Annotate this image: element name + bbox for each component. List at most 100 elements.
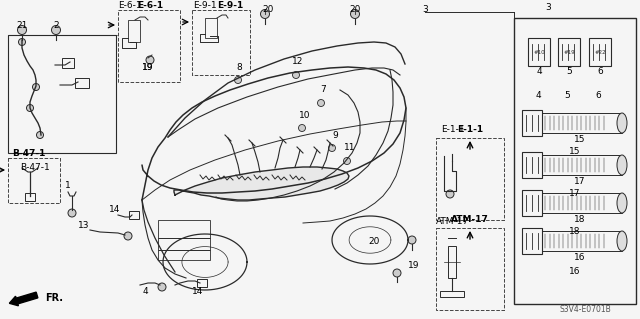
Text: 18: 18 (569, 227, 580, 236)
Bar (205, 18, 217, 38)
Text: 4: 4 (535, 92, 541, 100)
Text: 3: 3 (545, 4, 551, 12)
Text: 5: 5 (564, 92, 570, 100)
Bar (542, 155, 622, 175)
Text: 14: 14 (109, 205, 121, 214)
Text: 17: 17 (574, 177, 586, 187)
Text: E-1-1: E-1-1 (457, 125, 483, 135)
Circle shape (351, 10, 360, 19)
Text: 19: 19 (142, 63, 154, 71)
Bar (62, 58, 74, 68)
Text: E-9-1: E-9-1 (217, 1, 243, 10)
Text: 9: 9 (332, 130, 338, 139)
Text: 8: 8 (236, 63, 242, 71)
Circle shape (446, 190, 454, 198)
Text: 7: 7 (320, 85, 326, 94)
Text: 6: 6 (597, 68, 603, 77)
Circle shape (124, 232, 132, 240)
Bar (75, 78, 89, 88)
Circle shape (344, 158, 351, 165)
Ellipse shape (617, 155, 627, 175)
Bar (542, 231, 622, 251)
Text: 16: 16 (574, 254, 586, 263)
Bar (542, 113, 622, 133)
Text: FR.: FR. (45, 293, 63, 303)
Bar (522, 190, 542, 216)
Text: 1: 1 (65, 181, 71, 189)
Text: E-6-1: E-6-1 (137, 1, 163, 10)
Text: ATM-17: ATM-17 (451, 216, 489, 225)
Text: 6: 6 (595, 92, 601, 100)
Text: 13: 13 (78, 220, 90, 229)
Circle shape (68, 209, 76, 217)
Text: E-1-1: E-1-1 (441, 125, 465, 135)
Text: 20: 20 (349, 5, 361, 14)
Text: 19: 19 (408, 261, 420, 270)
Text: 10: 10 (300, 110, 311, 120)
Polygon shape (174, 167, 349, 200)
Bar (158, 238, 210, 250)
Circle shape (292, 71, 300, 78)
Bar (158, 250, 210, 260)
Bar (589, 38, 611, 66)
Text: 4: 4 (142, 286, 148, 295)
Circle shape (146, 56, 154, 64)
Bar (448, 246, 456, 278)
Bar (542, 193, 622, 213)
Circle shape (17, 26, 26, 34)
Bar (129, 211, 139, 219)
Bar (522, 110, 542, 136)
Bar (436, 228, 504, 310)
Bar (118, 10, 180, 82)
Bar (192, 10, 250, 75)
Bar (8, 158, 60, 203)
Text: 12: 12 (292, 57, 304, 66)
FancyArrow shape (10, 292, 38, 306)
Text: 15: 15 (574, 136, 586, 145)
Ellipse shape (617, 113, 627, 133)
Circle shape (317, 100, 324, 107)
Circle shape (33, 84, 40, 91)
Bar (522, 228, 542, 254)
Bar (514, 18, 636, 304)
Text: 4: 4 (536, 68, 542, 77)
Text: 16: 16 (569, 268, 580, 277)
Bar (440, 291, 464, 297)
Text: 17: 17 (569, 189, 580, 198)
Text: B-47-1: B-47-1 (12, 149, 45, 158)
Circle shape (328, 145, 335, 152)
Text: 21: 21 (16, 21, 28, 31)
Circle shape (158, 283, 166, 291)
Bar (158, 220, 210, 238)
Text: E-6-1: E-6-1 (118, 2, 142, 11)
Text: 18: 18 (574, 216, 586, 225)
Text: 19: 19 (142, 63, 154, 71)
Bar (558, 38, 580, 66)
Text: 20: 20 (368, 238, 380, 247)
Circle shape (26, 105, 33, 112)
Circle shape (408, 236, 416, 244)
Circle shape (51, 26, 61, 34)
Bar (197, 279, 207, 287)
Text: S3V4-E0701B: S3V4-E0701B (560, 306, 612, 315)
Circle shape (234, 77, 241, 84)
Text: #22: #22 (594, 49, 606, 55)
Text: 2: 2 (53, 21, 59, 31)
Text: #10: #10 (533, 49, 545, 55)
Ellipse shape (617, 231, 627, 251)
Text: ATM-17: ATM-17 (436, 218, 470, 226)
Text: 15: 15 (569, 147, 580, 157)
Text: 20: 20 (262, 5, 274, 14)
Bar (436, 138, 504, 220)
Ellipse shape (617, 193, 627, 213)
Text: 5: 5 (566, 68, 572, 77)
Bar (128, 20, 140, 42)
Text: 3: 3 (422, 5, 428, 14)
Text: #19: #19 (563, 49, 575, 55)
Circle shape (36, 131, 44, 138)
Bar (522, 152, 542, 178)
Circle shape (298, 124, 305, 131)
Text: 14: 14 (192, 286, 204, 295)
Text: B-47-1: B-47-1 (20, 164, 50, 173)
Text: E-9-1: E-9-1 (193, 2, 217, 11)
